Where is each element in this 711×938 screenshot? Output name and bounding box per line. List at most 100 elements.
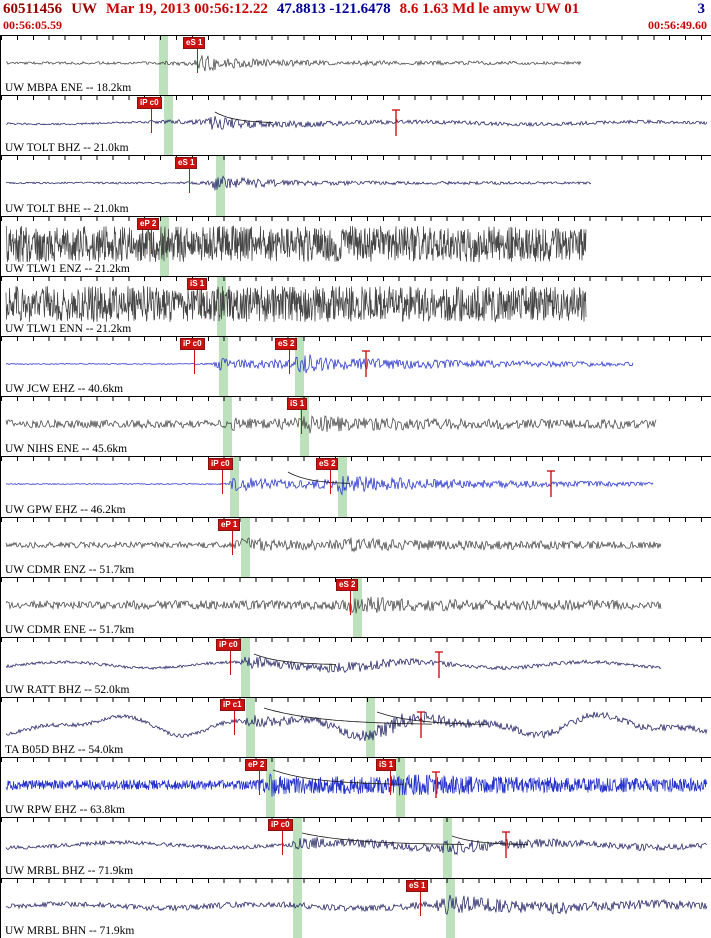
time-ticks [1,336,711,341]
pick-flag[interactable]: iP c0 [208,458,233,471]
pick-flag[interactable]: iS 1 [376,759,397,772]
waveform[interactable] [1,36,711,95]
time-ticks [1,758,711,763]
duration-marker[interactable] [432,771,440,799]
trace-label: UW CDMR ENE -- 51.7km [5,623,135,636]
arrival-window-band [229,457,239,517]
coda-decay-curve [287,471,351,485]
window-end-time: 00:56:49.60 [648,18,707,32]
pick-line [282,829,283,856]
arrival-window-band [445,878,455,938]
waveform[interactable] [1,96,711,155]
pick-flag[interactable]: iS 1 [187,277,208,290]
time-ticks [1,878,711,883]
time-ticks [1,637,711,642]
title-segment: 60511456 [3,1,63,17]
pick-flag[interactable]: eS 1 [175,157,198,170]
arrival-window-band [240,517,250,577]
trace-row-nihs-ene[interactable]: iS 1 UW NIHS ENE -- 45.6km [1,396,711,457]
time-ticks [1,96,711,101]
arrival-window-band [240,637,250,698]
waveform[interactable] [1,397,711,456]
coda-decay-curve [301,833,464,846]
pick-flag[interactable]: eP 2 [137,217,160,230]
trace-row-tolt-bhz[interactable]: iP c0 UW TOLT BHZ -- 21.0km [1,95,711,156]
arrival-window-band [245,698,255,758]
duration-marker[interactable] [417,711,425,739]
title-segment: UW [71,1,98,17]
time-ticks [1,156,711,161]
title-line: 60511456 UW Mar 19, 2013 00:56:12.22 47.881… [0,0,711,18]
trace-row-mrbl-bhz[interactable]: iP c0 UW MRBL BHZ -- 71.9km [1,817,711,878]
coda-decay-curve [263,707,432,725]
trace-row-cdmr-enz[interactable]: eP 1 UW CDMR ENZ -- 51.7km [1,516,711,577]
waveform[interactable] [1,758,711,817]
trace-row-cdmr-ene[interactable]: eS 2 UW CDMR ENE -- 51.7km [1,576,711,637]
arrival-window-band [163,96,173,156]
trace-row-tlw1-enn[interactable]: iS 1 UW TLW1 ENN -- 21.2km [1,275,711,336]
pick-line [201,287,202,314]
pick-flag[interactable]: iP c0 [180,337,205,350]
time-ticks [1,818,711,823]
trace-row-ratt-bhz[interactable]: iP c0 UW RATT BHZ -- 52.0km [1,636,711,698]
waveform[interactable] [1,337,711,396]
waveform[interactable] [1,578,711,637]
waveform[interactable] [1,217,711,276]
pick-flag[interactable]: eP 2 [245,759,268,772]
pick-flag[interactable]: eS 1 [183,37,206,49]
time-ticks [1,397,711,402]
waveform[interactable] [1,818,711,877]
waveform[interactable] [1,277,711,336]
duration-marker[interactable] [362,350,370,377]
trace-label: UW RATT BHZ -- 52.0km [5,684,130,697]
title-segment: Mar 19, 2013 00:56:12.22 [106,1,268,17]
window-start-time: 00:56:05.59 [3,18,62,32]
time-ticks [1,216,711,221]
trace-row-tlw1-enz[interactable]: eP 2 UW TLW1 ENZ -- 21.2km [1,215,711,276]
pick-flag[interactable]: iP c0 [268,819,293,832]
pick-flag[interactable]: iP c0 [137,97,162,110]
duration-marker[interactable] [547,470,555,498]
coda-decay-curve [253,653,336,665]
waveform[interactable] [1,638,711,697]
duration-marker[interactable] [392,109,400,137]
title-segment: 47.8813 -121.6478 [276,1,391,17]
trace-row-mrbl-bhn[interactable]: eS 1 UW MRBL BHN -- 71.9km [1,877,711,938]
trace-row-b05d-bhz[interactable]: iP c1 TA B05D BHZ -- 54.0km [1,697,711,758]
pick-flag[interactable]: eP 1 [218,518,241,531]
waveform[interactable] [1,156,711,215]
pick-flag[interactable]: eS 1 [406,879,429,892]
arrival-window-band [299,397,309,457]
trace-row-gpw-ehz[interactable]: iP c0 eS 2 UW GPW EHZ -- 46.2km [1,456,711,517]
duration-marker[interactable] [435,651,443,678]
pick-line [259,769,260,796]
trace-row-tolt-bhe[interactable]: eS 1 UW TOLT BHE -- 21.0km [1,155,711,216]
time-ticks [1,517,711,522]
waveform[interactable] [1,457,711,516]
waveform[interactable] [1,698,711,757]
trace-label: UW MBPA ENE -- 18.2km [5,82,132,95]
trace-row-jcw-ehz[interactable]: iP c0 eS 2 UW JCW EHZ -- 40.6km [1,335,711,397]
pick-flag[interactable]: eS 2 [316,458,339,471]
pick-flag[interactable]: eS 2 [336,578,359,591]
pick-line [390,769,391,796]
pick-flag[interactable]: iP c0 [216,638,241,651]
arrival-window-band [442,818,452,878]
trace-label: UW NIHS ENE -- 45.6km [5,443,128,456]
trace-label: UW TOLT BHZ -- 21.0km [5,142,129,155]
waveform[interactable] [1,518,711,577]
pick-flag[interactable]: iS 1 [287,398,308,411]
coda-decay-curve [272,769,404,785]
pick-line [222,468,223,495]
pick-flag[interactable]: iP c1 [220,699,245,712]
trace-row-rpw-ehz[interactable]: eP 2 iS 1 UW RPW EHZ -- 63.8km [1,757,711,818]
waveform[interactable] [1,879,711,938]
trace-row-mbpa-ene[interactable]: eS 1 UW MBPA ENE -- 18.2km [1,35,711,96]
pick-line [151,227,152,254]
time-ticks [1,698,711,703]
duration-marker[interactable] [502,831,510,859]
trace-label: UW GPW EHZ -- 46.2km [5,503,126,516]
pick-flag[interactable]: eS 2 [275,337,298,350]
pick-line [289,347,290,374]
